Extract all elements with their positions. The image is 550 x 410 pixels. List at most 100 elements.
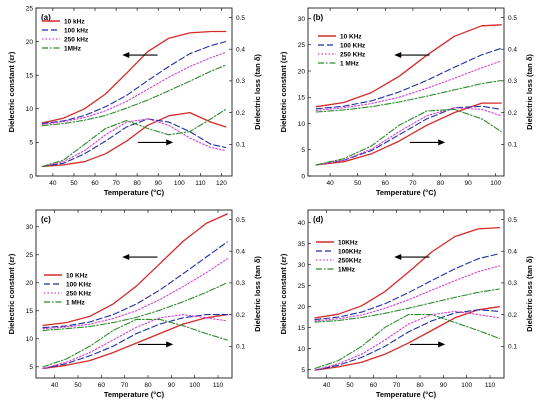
plot-frame <box>35 209 233 379</box>
arrowhead-left <box>394 254 402 261</box>
series-line-right <box>314 314 500 370</box>
series-line-right <box>41 108 227 168</box>
y2-tick-label: 0.3 <box>508 78 517 85</box>
panel-label: (b) <box>313 13 324 22</box>
x-tick-label: 120 <box>216 180 227 187</box>
x-tick-label: 90 <box>440 382 448 389</box>
legend: 10 KHz 100 KHz 250 KHz 1 MHz <box>44 272 92 306</box>
y2-axis-label: Dielectric loss (tan δ) <box>253 256 262 332</box>
y-tick-label: 20 <box>298 304 306 311</box>
x-tick-label: 90 <box>155 180 163 187</box>
series-line-right <box>41 118 227 168</box>
legend: 10 kHz 100 kHz 250 kHz 1MHz <box>42 18 89 52</box>
arrowhead-right <box>166 341 174 348</box>
y2-tick-label: 0.5 <box>236 15 245 22</box>
y2-tick-label: 0.2 <box>236 110 245 117</box>
x-tick-label: 40 <box>326 180 334 187</box>
series-line-left <box>42 258 228 330</box>
legend: 10 KHz 100 KHz 250 KHz 1 MHz <box>318 33 366 67</box>
series-line-left <box>314 265 500 322</box>
y2-tick-label: 0.2 <box>236 312 245 319</box>
y-tick-label: 25 <box>26 252 34 259</box>
y-tick-label: 15 <box>298 95 306 102</box>
series-line-right <box>315 102 502 166</box>
legend-label: 10 KHz <box>66 272 88 279</box>
x-tick-label: 80 <box>437 180 445 187</box>
series-line-right <box>314 309 500 371</box>
legend-label: 250 kHz <box>64 36 89 43</box>
x-tick-label: 50 <box>74 382 82 389</box>
y2-tick-label: 0.3 <box>508 280 517 287</box>
legend-label: 1 MHz <box>66 299 86 306</box>
x-tick-label: 40 <box>323 382 331 389</box>
y-tick-label: 15 <box>298 325 306 332</box>
x-tick-label: 70 <box>409 180 417 187</box>
y2-tick-label: 0.5 <box>236 217 245 224</box>
arrowhead-left <box>122 254 130 261</box>
y-tick-label: 5 <box>301 147 305 154</box>
x-tick-label: 80 <box>134 180 142 187</box>
legend-label: 1 MHz <box>340 60 360 67</box>
y2-tick-label: 0.3 <box>236 78 245 85</box>
legend-label: 10 kHz <box>64 18 85 25</box>
x-tick-label: 100 <box>189 382 200 389</box>
x-tick-label: 50 <box>354 180 362 187</box>
y2-tick-label: 0.4 <box>508 249 517 256</box>
y2-tick-label: 0.2 <box>508 110 517 117</box>
x-tick-label: 70 <box>121 382 129 389</box>
x-tick-label: 60 <box>98 382 106 389</box>
y-tick-label: 25 <box>26 5 34 12</box>
y-tick-label: 40 <box>298 220 306 227</box>
series-line-left <box>41 64 227 127</box>
x-tick-label: 110 <box>213 382 224 389</box>
x-tick-label: 70 <box>393 382 401 389</box>
x-tick-label: 100 <box>461 382 472 389</box>
x-tick-label: 110 <box>195 180 206 187</box>
y-tick-label: 20 <box>26 280 34 287</box>
series-line-right <box>315 108 502 166</box>
x-axis-label: Temperature (°C) <box>104 188 165 197</box>
series-line-left <box>41 41 227 125</box>
series-line-left <box>42 213 228 327</box>
series-line-right <box>314 306 500 371</box>
arrowhead-right <box>166 139 174 146</box>
series-line-right <box>41 118 227 168</box>
series-line-right <box>314 310 500 371</box>
series-line-left <box>41 51 227 125</box>
legend-label: 250 KHz <box>340 51 366 58</box>
panel-label: (a) <box>41 13 51 22</box>
panel-a: (a) 40 50 60 70 80 90 100 110 120 0 5 10 15 20 25 0.1 0.2… <box>7 5 262 197</box>
series-line-right <box>42 314 228 370</box>
y-tick-label: 35 <box>298 241 306 248</box>
legend-label: 10KHz <box>338 239 359 246</box>
series-line-left <box>315 79 502 113</box>
x-tick-label: 50 <box>70 180 78 187</box>
arrowhead-left <box>122 52 130 59</box>
y-tick-label: 0 <box>29 173 33 180</box>
legend-label: 100KHz <box>338 248 362 255</box>
series-line-left <box>314 226 500 319</box>
y2-tick-label: 0.1 <box>508 344 517 351</box>
x-tick-label: 60 <box>370 382 378 389</box>
y-tick-label: 20 <box>298 68 306 75</box>
legend: 10KHz 100KHz 250KHz 1MHz <box>316 239 362 273</box>
x-axis-label: Temperature (°C) <box>376 390 437 399</box>
panel-b: (b) 40 50 60 70 80 90 100 0 5 10 15 20 25 30 0.1 0.2 0.3 0… <box>279 7 534 197</box>
x-tick-label: 90 <box>168 382 176 389</box>
arrowhead-right <box>438 341 446 348</box>
series-line-left <box>315 47 502 110</box>
x-tick-label: 100 <box>490 180 501 187</box>
panel-d: (d) 40 50 60 70 80 90 100 110 5 10 15 20 25 30 35 40 0.1 0… <box>279 209 534 399</box>
series-line-left <box>41 30 227 124</box>
y-tick-label: 5 <box>29 364 33 371</box>
y-tick-label: 25 <box>298 283 306 290</box>
arrowhead-left <box>394 52 402 59</box>
x-tick-label: 100 <box>174 180 185 187</box>
series-line-right <box>42 318 228 368</box>
x-tick-label: 50 <box>346 382 354 389</box>
x-tick-label: 80 <box>144 382 152 389</box>
arrowhead-right <box>438 139 446 146</box>
legend-label: 1MHz <box>338 266 356 273</box>
y-tick-label: 10 <box>26 336 34 343</box>
